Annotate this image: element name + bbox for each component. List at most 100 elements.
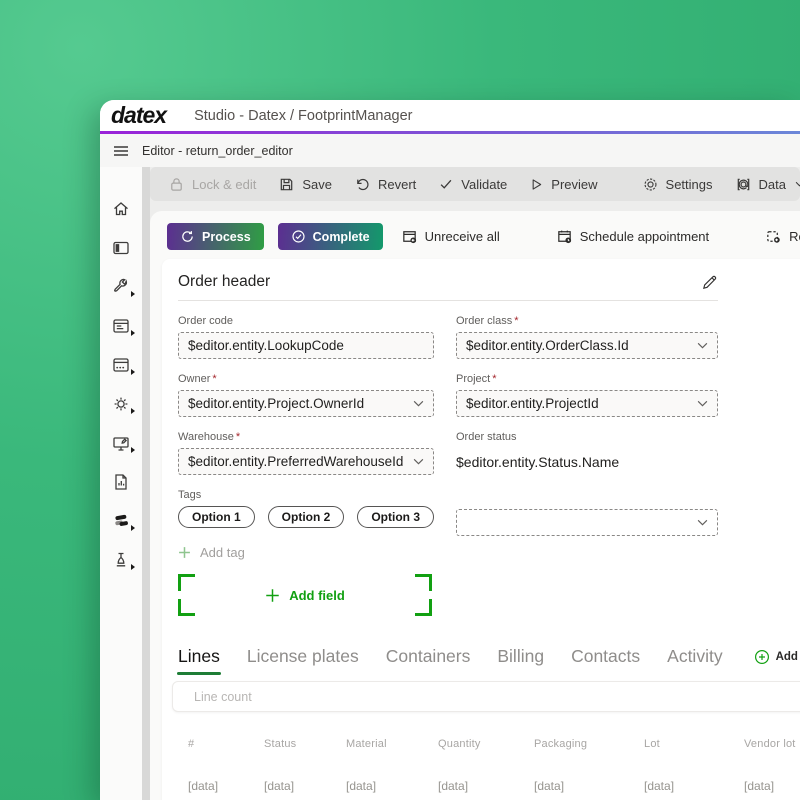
wrench-icon[interactable]: [100, 267, 142, 306]
process-button[interactable]: Process: [167, 223, 264, 250]
project-dropdown[interactable]: $editor.entity.ProjectId: [456, 390, 718, 417]
sidebar-scrollbar[interactable]: [142, 167, 150, 800]
settings-button[interactable]: Settings: [642, 176, 713, 193]
chevron-down-icon: [697, 400, 708, 407]
schedule-icon: [557, 230, 571, 244]
app-title: Studio - Datex / FootprintManager: [194, 107, 413, 124]
lock-edit-button[interactable]: Lock & edit: [168, 176, 256, 193]
plus-icon: [179, 547, 190, 558]
col-material[interactable]: Material: [346, 738, 387, 750]
tab-activity[interactable]: Activity: [667, 646, 723, 666]
chevron-down-icon: [697, 519, 708, 526]
editor-canvas: Process Complete Unreceive all Schedule …: [150, 211, 800, 800]
report-icon[interactable]: [100, 462, 142, 501]
selection-corner: [178, 599, 195, 616]
flyout-caret: [131, 369, 135, 375]
editor-tab-label[interactable]: Editor - return_order_editor: [142, 143, 293, 158]
tag-chips: Option 1 Option 2 Option 3: [178, 506, 435, 528]
flask-icon[interactable]: [100, 540, 142, 579]
owner-dropdown[interactable]: $editor.entity.Project.OwnerId: [178, 390, 434, 417]
tag-chip[interactable]: Option 2: [267, 506, 345, 528]
panel-icon[interactable]: [100, 228, 142, 267]
validate-button[interactable]: Validate: [438, 176, 507, 192]
chevron-down-icon: [413, 400, 424, 407]
window-icon[interactable]: [100, 345, 142, 384]
form-grid: Order code $editor.entity.LookupCode Ord…: [178, 301, 718, 616]
add-tab-button[interactable]: Add tab: [754, 649, 800, 665]
app-window: datex Studio - Datex / FootprintManager …: [100, 100, 800, 800]
section-header: Order header: [178, 273, 718, 301]
line-count-input[interactable]: [194, 689, 800, 704]
data-menu-button[interactable]: Data: [735, 176, 800, 193]
plus-icon: [266, 588, 279, 602]
designer-monitor-icon[interactable]: [100, 423, 142, 462]
order-status-value: $editor.entity.Status.Name: [456, 454, 620, 470]
col-status[interactable]: Status: [264, 738, 297, 750]
col-quantity[interactable]: Quantity: [438, 738, 481, 750]
unreceive-all-button[interactable]: Unreceive all: [397, 228, 504, 245]
flyout-caret: [131, 291, 135, 297]
flyout-caret: [131, 525, 135, 531]
page-icon[interactable]: [100, 306, 142, 345]
tab-containers[interactable]: Containers: [385, 646, 471, 666]
col-lot[interactable]: Lot: [644, 738, 660, 750]
selection-corner: [415, 599, 432, 616]
chevron-down-icon: [795, 181, 800, 187]
tag-chip[interactable]: Option 3: [357, 506, 435, 528]
order-header-card: Order header Order code $editor.entity.L…: [162, 259, 800, 800]
action-row: Process Complete Unreceive all Schedule …: [162, 223, 800, 250]
empty-dropdown-slot: [456, 509, 718, 536]
gear-icon: [644, 178, 657, 190]
tab-license-plates[interactable]: License plates: [246, 646, 359, 666]
tags-block: Tags Option 1 Option 2 Option 3 Add tag: [178, 475, 435, 560]
save-button[interactable]: Save: [278, 176, 332, 193]
warehouse-dropdown[interactable]: $editor.entity.PreferredWarehouseId: [178, 448, 434, 475]
tag-chip[interactable]: Option 1: [178, 506, 255, 528]
tab-strip: Editor - return_order_editor: [100, 134, 800, 167]
revert-status-button[interactable]: Revert status: [761, 228, 800, 245]
tab-lines[interactable]: Lines: [177, 646, 221, 675]
refresh-icon: [182, 231, 193, 242]
complete-button[interactable]: Complete: [277, 223, 383, 250]
home-icon[interactable]: [100, 189, 142, 228]
order-code-input[interactable]: $editor.entity.LookupCode: [178, 332, 434, 359]
accent-line: [100, 131, 800, 134]
field-order-status: Order status $editor.entity.Status.Name: [456, 417, 718, 475]
order-class-dropdown[interactable]: $editor.entity.OrderClass.Id: [456, 332, 718, 359]
add-field-dropzone[interactable]: Add field: [178, 574, 432, 616]
section-title: Order header: [178, 273, 271, 290]
lines-table: # Status Material Quantity Packaging Lot…: [162, 738, 800, 800]
tab-billing[interactable]: Billing: [497, 646, 545, 666]
table-header-row: # Status Material Quantity Packaging Lot…: [162, 738, 800, 750]
empty-dropdown[interactable]: [456, 509, 718, 536]
col-vendor-lot[interactable]: Vendor lot: [744, 738, 796, 750]
field-project: Project * $editor.entity.ProjectId: [456, 359, 718, 417]
revert-arrow-icon: [357, 178, 369, 190]
app-header: datex Studio - Datex / FootprintManager: [100, 100, 800, 131]
stack-icon[interactable]: [100, 501, 142, 540]
col-packaging[interactable]: Packaging: [534, 738, 588, 750]
play-icon: [532, 178, 542, 190]
preview-button[interactable]: Preview: [529, 177, 598, 192]
field-label: Order status: [456, 431, 517, 443]
flyout-caret: [131, 408, 135, 414]
chevron-down-icon: [413, 458, 424, 465]
col-number[interactable]: #: [188, 738, 195, 750]
cog-icon[interactable]: [100, 384, 142, 423]
field-label: Order code: [178, 315, 234, 327]
selection-corner: [415, 574, 432, 591]
hamburger-menu-icon[interactable]: [100, 141, 142, 161]
selection-corner: [178, 574, 195, 591]
revert-button[interactable]: Revert: [354, 176, 416, 193]
unreceive-icon: [402, 231, 416, 244]
flyout-caret: [131, 564, 135, 570]
add-tag-button[interactable]: Add tag: [178, 545, 434, 560]
pencil-icon[interactable]: [701, 274, 718, 291]
schedule-appointment-button[interactable]: Schedule appointment: [552, 228, 713, 245]
table-row[interactable]: [data] [data] [data] [data] [data] [data…: [188, 778, 775, 793]
tab-contacts[interactable]: Contacts: [571, 646, 641, 666]
add-field-label: Add field: [289, 587, 345, 603]
field-label: Warehouse: [178, 431, 234, 443]
revert-status-icon: [767, 231, 780, 243]
lock-icon: [171, 177, 182, 191]
